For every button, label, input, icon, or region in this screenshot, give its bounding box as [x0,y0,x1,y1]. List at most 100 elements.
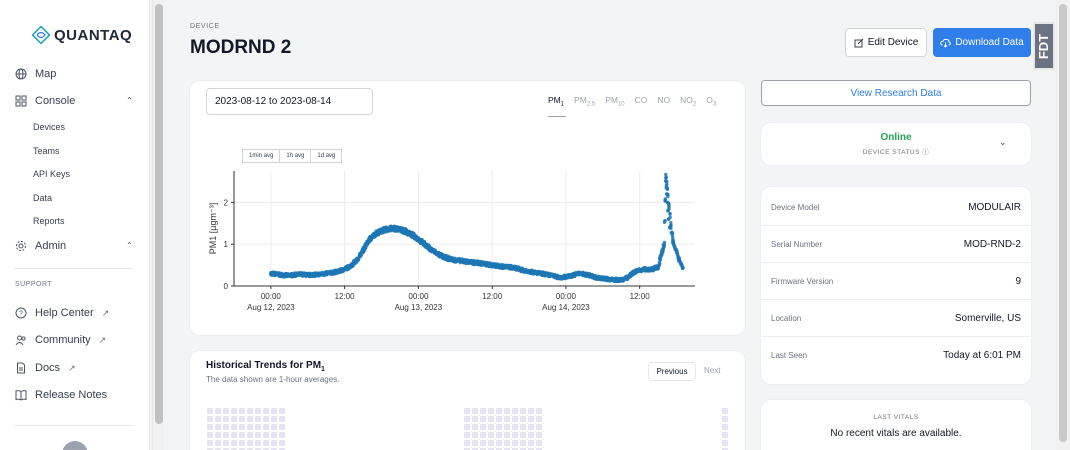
sidebar-subitem-teams[interactable]: Teams [33,146,60,156]
tab-o3[interactable]: O3 [706,95,716,108]
info-key: Device Model [771,202,820,212]
info-icon[interactable]: ⓘ [922,149,930,156]
x-tick-label: 00:00 [408,292,429,301]
heatmap-cell [488,416,494,422]
trends-title: Historical Trends for PM1 [206,360,325,373]
info-row-last-seen: Last Seen Today at 6:01 PM [761,337,1031,374]
heatmap-cell [215,448,221,450]
scrollbar-thumb[interactable] [155,4,163,424]
heatmap-cell [263,448,269,450]
document-icon [17,362,25,374]
heatmap-cell [239,424,245,430]
heatmap-cell [504,440,510,446]
heatmap-cell [472,432,478,438]
heatmap-cell [722,408,728,414]
sidebar-item-help-center[interactable]: ? Help Center ↗ [15,307,109,319]
sidebar-item-release-notes[interactable]: Release Notes [15,389,107,401]
sidebar-subitem-data[interactable]: Data [33,193,53,203]
help-circle-icon: ? [15,307,27,319]
edit-device-button[interactable]: Edit Device [845,28,927,57]
tab-no2[interactable]: NO2 [680,95,696,108]
date-range-input[interactable]: 2023-08-12 to 2023-08-14 [206,88,373,115]
heatmap-cell [247,408,253,414]
heatmap-cell [496,424,502,430]
sidebar-subitem-api-keys[interactable]: API Keys [33,169,71,179]
sidebar-scrollbar[interactable] [152,0,164,450]
edit-device-label: Edit Device [867,37,919,48]
chevron-up-icon[interactable]: ⌃ [126,96,133,105]
download-data-button[interactable]: Download Data [933,28,1031,57]
info-key: Firmware Version [771,276,834,286]
main-content: DEVICE MODRND 2 Edit Device Download Dat… [165,0,1055,450]
heatmap-cell [472,416,478,422]
heatmap-cell [223,440,229,446]
data-point [664,179,668,184]
sidebar-item-docs[interactable]: Docs ↗ [15,362,76,374]
heatmap-cell [536,416,542,422]
avg-1h-button[interactable]: 1h avg [279,149,312,163]
pm1-chart[interactable]: 0 1 2 00:00 Aug 12, 2023 12:00 00:00 Aug 13, 20… [190,81,745,335]
quantaq-logo-icon [32,26,50,44]
tab-co[interactable]: CO [635,95,648,108]
tab-pm10[interactable]: PM10 [605,95,624,108]
heatmap-cell [512,448,518,450]
trends-subtitle: The data shown are 1-hour averages. [206,375,340,384]
tab-label: PM [548,95,561,105]
external-link-icon: ↗ [101,307,110,318]
tab-pm25[interactable]: PM2.5 [574,95,595,108]
heatmap-cell [231,424,237,430]
sidebar-item-map[interactable]: Map [15,68,56,80]
sidebar-item-label: Release Notes [35,389,108,401]
avg-1d-button[interactable]: 1d avg [310,149,343,163]
heatmap-cell [480,440,486,446]
tab-pm1[interactable]: PM1 [548,95,567,117]
sidebar-item-admin[interactable]: Admin [15,240,66,252]
tab-label: NO [657,95,671,105]
data-point [664,172,668,177]
chevron-up-icon[interactable]: ⌃ [126,241,133,250]
heatmap-block [722,408,728,450]
avatar[interactable] [62,441,88,450]
next-button[interactable]: Next [704,366,721,375]
heatmap-cell [207,440,213,446]
heatmap-cell [231,432,237,438]
heatmap-cell [472,408,478,414]
gear-icon [15,240,27,252]
heatmap-cell [528,440,534,446]
sidebar-item-console[interactable]: Console [15,95,75,107]
logo[interactable]: QUANTAQ [32,26,132,44]
sidebar-item-label: Admin [35,240,67,252]
heatmap-cell [239,440,245,446]
info-row-device-model: Device Model MODULAIR [761,189,1031,226]
sidebar-subitem-devices[interactable]: Devices [33,122,66,132]
heatmap-cell [480,432,486,438]
scrollbar-thumb[interactable] [1059,4,1067,442]
heatmap-cell [488,408,494,414]
main-scrollbar[interactable] [1056,0,1070,450]
view-research-data-button[interactable]: View Research Data [761,80,1031,106]
y-tick-label: 1 [224,240,229,249]
fdt-badge[interactable]: FDT [1033,22,1055,70]
sidebar-subitem-reports[interactable]: Reports [33,216,65,226]
heatmap-cell [464,448,470,450]
heatmap-cell [247,440,253,446]
sidebar-item-community[interactable]: Community ↗ [15,334,106,346]
heatmap-cell [271,432,277,438]
data-point [664,175,668,180]
info-value: Today at 6:01 PM [943,350,1021,361]
previous-button[interactable]: Previous [648,362,696,381]
info-row-firmware: Firmware Version 9 [761,263,1031,300]
external-link-icon: ↗ [98,334,107,345]
data-point [667,204,671,208]
info-value: MODULAIR [968,201,1021,213]
heatmap-cell [512,432,518,438]
heatmap-cell [223,424,229,430]
heatmap-cell [215,440,221,446]
info-value: MOD-RND-2 [963,238,1021,250]
tab-no[interactable]: NO [657,95,670,108]
x-tick-label: 00:00 [556,292,577,301]
heatmap-cell [255,424,261,430]
heatmap-cell [722,440,728,446]
chevron-down-icon[interactable]: ⌄ [999,137,1007,147]
book-icon [15,390,27,401]
